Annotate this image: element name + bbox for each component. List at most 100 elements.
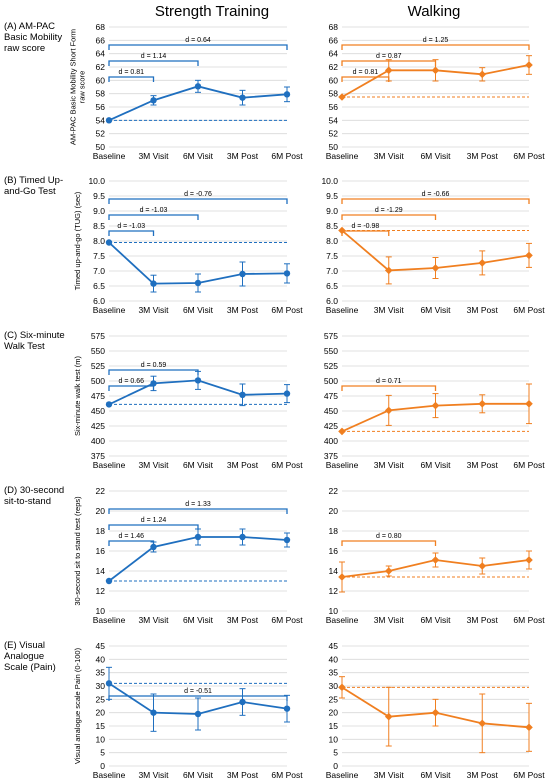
y-tick-label: 64 <box>329 49 339 59</box>
data-point <box>431 401 440 410</box>
effect-size-bracket <box>341 385 437 391</box>
panel-C-strength: 375 400 425 450 475 500 525 550 575 Baseline 3M Vi… <box>4 330 303 470</box>
y-tick-label: 9.0 <box>93 206 105 216</box>
data-point <box>194 533 202 541</box>
x-tick-label: 3M Visit <box>374 615 405 625</box>
y-tick-label: 8.5 <box>93 221 105 231</box>
x-tick-label: 6M Post <box>271 305 303 315</box>
y-axis-title: AM-PAC Basic Mobility Short Form <box>69 29 78 145</box>
effect-size-label: d = 1.24 <box>141 517 167 524</box>
row-label: (B) Timed Up- <box>4 175 63 186</box>
effect-size-bracket <box>341 76 390 82</box>
row-label: and-Go Test <box>4 186 56 197</box>
y-tick-label: 25 <box>329 694 339 704</box>
x-tick-label: 6M Post <box>271 151 303 161</box>
x-tick-label: Baseline <box>93 151 126 161</box>
column-title-walking: Walking <box>408 3 461 20</box>
data-point <box>384 712 393 721</box>
y-tick-label: 12 <box>329 586 339 596</box>
y-tick-label: 68 <box>96 22 106 32</box>
data-point <box>384 66 393 75</box>
y-tick-label: 0 <box>100 761 105 771</box>
x-tick-label: 3M Visit <box>138 305 169 315</box>
data-point <box>150 380 157 387</box>
effect-size-bracket <box>108 508 288 514</box>
panel-D-walking: 10 12 14 16 18 20 22 Baseline 3M Visit 6M Visit 3M… <box>326 486 546 625</box>
effect-size-bracket <box>341 214 437 220</box>
effect-size-bracket <box>341 44 530 50</box>
x-tick-label: 6M Post <box>513 151 545 161</box>
data-point <box>525 723 533 732</box>
x-tick-label: 6M Visit <box>420 151 451 161</box>
y-tick-label: 8.0 <box>326 236 338 246</box>
y-tick-label: 35 <box>96 668 106 678</box>
x-tick-label: 6M Post <box>271 770 303 780</box>
data-point <box>478 719 487 728</box>
data-point <box>525 556 533 564</box>
x-tick-label: 6M Visit <box>420 770 451 780</box>
data-point <box>105 577 113 585</box>
data-point <box>525 251 533 260</box>
data-point <box>338 683 346 692</box>
x-tick-label: 6M Visit <box>420 460 451 470</box>
effect-size-label: d = 0.66 <box>119 378 145 385</box>
x-tick-label: 6M Visit <box>183 770 214 780</box>
y-tick-label: 66 <box>96 35 106 45</box>
data-point <box>431 556 440 564</box>
x-tick-label: 3M Visit <box>138 151 169 161</box>
data-point <box>283 705 291 712</box>
effect-size-bracket <box>108 60 199 66</box>
effect-size-label: d = -1.29 <box>375 207 403 214</box>
y-tick-label: 400 <box>324 436 338 446</box>
y-tick-label: 375 <box>324 451 338 461</box>
x-tick-label: Baseline <box>326 770 359 780</box>
data-point <box>105 680 113 687</box>
x-tick-label: 6M Visit <box>183 305 214 315</box>
data-point <box>384 266 393 275</box>
y-tick-label: 18 <box>96 526 106 536</box>
x-tick-label: 3M Visit <box>138 770 169 780</box>
y-tick-label: 50 <box>329 142 339 152</box>
y-tick-label: 16 <box>329 546 339 556</box>
y-tick-label: 45 <box>329 641 339 651</box>
y-tick-label: 20 <box>329 708 339 718</box>
panel-D-strength: 10 12 14 16 18 20 22 Baseline 3M Visit 6M Visit 3M… <box>4 485 303 625</box>
y-tick-label: 7.0 <box>326 266 338 276</box>
effect-size-label: d = 0.87 <box>376 53 402 60</box>
y-tick-label: 30 <box>329 681 339 691</box>
y-tick-label: 62 <box>329 62 339 72</box>
x-tick-label: Baseline <box>326 615 359 625</box>
y-tick-label: 52 <box>329 129 339 139</box>
panel-A-strength: 50 52 54 56 58 60 62 64 66 68 Baseline 3M Visit 6M V… <box>4 21 303 161</box>
row-label: Analogue <box>4 651 44 662</box>
x-tick-label: 6M Visit <box>420 305 451 315</box>
effect-size-bracket <box>108 369 199 375</box>
y-tick-label: 66 <box>329 35 339 45</box>
y-tick-label: 425 <box>324 421 338 431</box>
panel-A-walking: 50 52 54 56 58 60 62 64 66 68 Baseline 3M Visit 6M V… <box>326 22 546 161</box>
x-tick-label: 3M Post <box>467 305 499 315</box>
y-tick-label: 7.0 <box>93 266 105 276</box>
y-axis-title: 30-second sit to stand test (reps) <box>73 496 82 606</box>
y-tick-label: 9.5 <box>93 191 105 201</box>
y-tick-label: 550 <box>91 346 105 356</box>
y-tick-label: 10.0 <box>321 176 338 186</box>
y-tick-label: 475 <box>91 391 105 401</box>
x-tick-label: 3M Post <box>227 615 259 625</box>
y-tick-label: 7.5 <box>326 251 338 261</box>
x-tick-label: 3M Post <box>467 615 499 625</box>
panel-B-strength: 6.0 6.5 7.0 7.5 8.0 8.5 9.0 9.5 10.0 Baseline 3M V… <box>4 175 303 315</box>
effect-size-bracket <box>108 230 155 236</box>
y-axis-title: Timed up-and-go (TUG) (sec) <box>73 191 82 290</box>
y-axis-title: Six-minute walk test (m) <box>73 355 82 436</box>
effect-size-label: d = 0.64 <box>185 37 211 44</box>
data-point <box>239 94 246 101</box>
data-point <box>239 270 246 278</box>
data-point <box>105 117 113 124</box>
y-tick-label: 6.5 <box>326 281 338 291</box>
data-point <box>431 264 440 272</box>
y-tick-label: 575 <box>324 331 338 341</box>
x-tick-label: Baseline <box>326 151 359 161</box>
row-label: (E) Visual <box>4 640 45 651</box>
